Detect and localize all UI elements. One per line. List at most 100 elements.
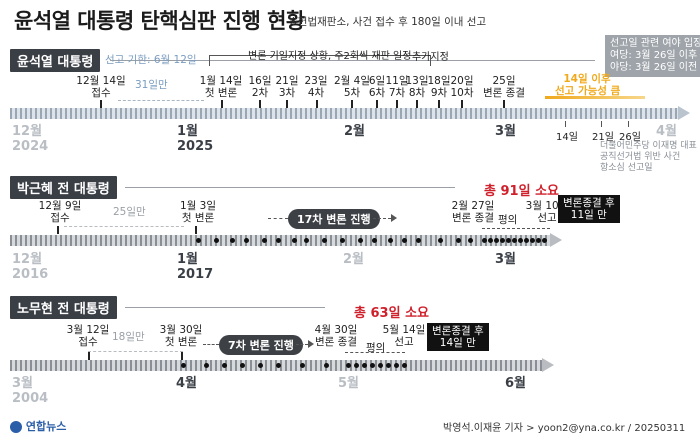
hearing-dot [222,363,227,368]
tick [195,226,197,234]
march-tick-26: 26일 [619,132,641,143]
march-tick-14: 14일 [556,132,578,143]
hearing-dot [324,363,329,368]
note: ※헌법재판소, 사건 접수 후 180일 이내 선고 [289,16,487,28]
yoon-event-8: 13일 8차 [405,75,429,99]
hearing-dot [292,238,297,243]
roh-event-2: 4월 30일 변론 종결 [314,324,358,348]
hearing-dot [230,238,235,243]
hearing-dot [372,238,377,243]
hearing-dot [456,238,461,243]
hearing-dot [530,238,535,243]
yonhap-logo-icon [10,421,22,433]
tick [396,100,398,108]
park-gap: 25일만 [113,206,146,218]
hearing-dot [524,238,529,243]
roh-gap-line [88,351,183,352]
park-event-2: 2월 27일 변론 종결 [451,200,495,224]
hearing-dot [386,363,391,368]
tick [416,100,418,108]
hearing-dot [494,238,499,243]
yoon-month-4: 4월 [656,124,678,139]
tick [503,100,505,108]
roh-gap: 18일만 [112,331,145,343]
yoon-event-1: 1월 14일 첫 변론 [199,75,243,99]
yoon-month-3: 3월 [495,124,517,139]
park-event-0: 12월 9일 접수 [38,200,82,224]
hearing-dot [358,238,363,243]
park-total: 총 91일 소요 [484,184,559,199]
yoon-event-6: 6일 6차 [368,75,386,99]
roh-pill: 7차 변론 진행 [219,335,303,355]
arrow-line [373,218,391,219]
hearing-dot [204,363,209,368]
roh-event-4: 5월 14일 선고 [382,324,426,348]
roh-label: 노무현 전 대통령 [10,296,117,319]
credit: 박영석.이재윤 기자 > yoon2@yna.co.kr / 20250311 [443,423,686,434]
park-after-box: 변론종결 후 11일 만 [558,195,620,223]
bracket-label: 변론 기일지정 상황, 주2회씩 재판 일정 [248,51,412,62]
tick [628,121,629,127]
yonhap-logo: 연합뉴스 [10,418,66,434]
yoon-gap-line [118,100,204,101]
hearing-dot [262,238,267,243]
hearing-dot [276,238,281,243]
hearing-dot [340,238,345,243]
hearing-dot [322,238,327,243]
tick [601,121,602,127]
hearing-dot [394,363,399,368]
yoon-event-5: 2월 4일 5차 [334,75,371,99]
hearing-dot [416,238,421,243]
hearing-dot [346,363,351,368]
hearing-dot [362,363,367,368]
hearing-dot [518,238,523,243]
hearing-dot [402,363,407,368]
tick [88,352,90,360]
tick [181,352,183,360]
hearing-dot [354,363,359,368]
hearing-dot [276,363,281,368]
hearing-dot [402,238,407,243]
park-month-0: 12월 2016 [12,252,49,282]
tick [286,100,288,108]
hearing-dot [300,363,305,368]
roh-event-1: 3월 30일 첫 변론 [159,324,203,348]
hearing-dot [244,238,249,243]
tick [461,100,463,108]
arrow-line [268,218,288,219]
park-label: 박근혜 전 대통령 [10,176,117,199]
yoon-month-0: 12월 2024 [12,124,49,154]
park-month-2: 2월 [343,252,365,267]
party-positions-box: 선고일 관련 여야 입장 여당: 3월 26일 이후 야당: 3월 26일 이전 [605,35,700,77]
roh-month-2: 5월 [338,376,360,391]
hearing-dot [181,363,186,368]
hearing-dot [500,238,505,243]
tick [221,100,223,108]
park-gap-line [64,226,184,227]
yoon-divider [110,60,595,61]
tick [57,226,59,234]
hearing-dot [512,238,517,243]
park-pill: 17차 변론 진행 [288,209,380,229]
tick [351,100,353,108]
yoon-month-2: 2월 [344,124,366,139]
deliberation-bracket [345,352,405,353]
arrow-line [203,344,219,345]
hearing-dot [506,238,511,243]
hearing-dot [482,238,487,243]
hearing-dot [370,363,375,368]
tick [376,100,378,108]
lee-note: 더불어민주당 이재명 대표 공직선거법 위반 사건 항소심 선고일 [600,141,697,173]
timeline-arrow [542,358,554,372]
hearing-dot [378,363,383,368]
hearing-dot [214,238,219,243]
yoon-event-10: 20일 10차 [450,75,474,99]
timeline-arrow [550,233,562,247]
bracket [209,55,431,66]
park-event-3: 평의 [498,214,518,226]
roh-month-0: 3월 2004 [12,376,49,406]
yoon-month-1: 1월 2025 [177,124,214,154]
roh-month-3: 6월 [505,376,527,391]
yoon-deadline: 선고 기한: 6월 12일 [105,54,197,66]
hearing-dot [438,238,443,243]
